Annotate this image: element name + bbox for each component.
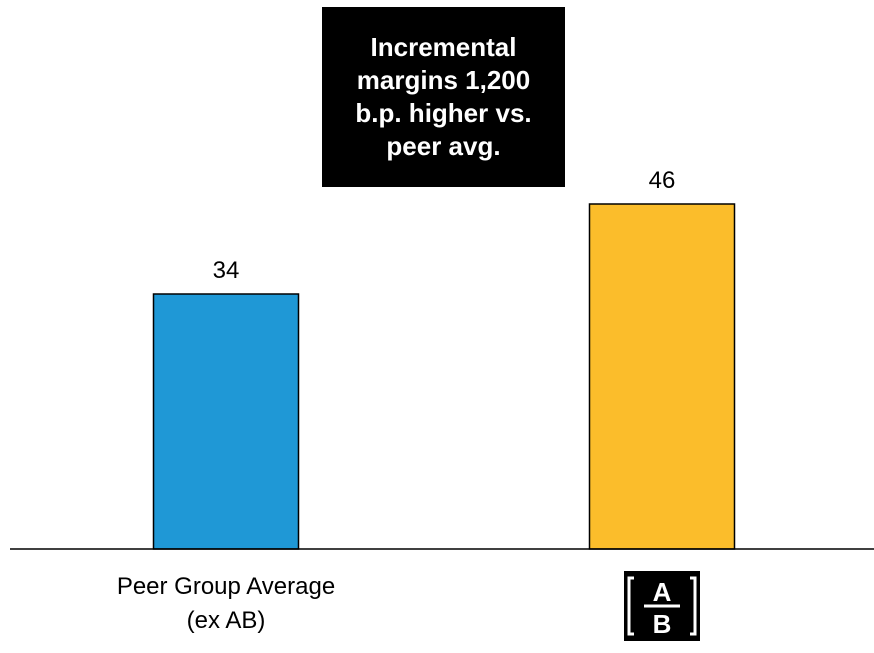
- bars-group: [152, 203, 736, 550]
- bar-ab: [588, 203, 736, 550]
- callout-text: Incremental margins 1,200 b.p. higher vs…: [355, 32, 532, 161]
- ab-logo-letter-b: B: [653, 609, 672, 639]
- category-label-line-1: Peer Group Average: [116, 573, 336, 600]
- category-label-peer-group: Peer Group Average (ex AB): [46, 570, 406, 638]
- ab-logo: A B: [624, 571, 700, 641]
- bar-peer-group-average: [152, 293, 300, 550]
- data-label-peer-group-average: 34: [213, 257, 240, 284]
- category-label-line-2: (ex AB): [186, 607, 266, 634]
- data-label-ab: 46: [649, 167, 676, 194]
- data-labels-group: 34 46: [213, 167, 676, 284]
- incremental-margins-callout: Incremental margins 1,200 b.p. higher vs…: [322, 7, 565, 187]
- ab-logo-letter-a: A: [653, 577, 672, 607]
